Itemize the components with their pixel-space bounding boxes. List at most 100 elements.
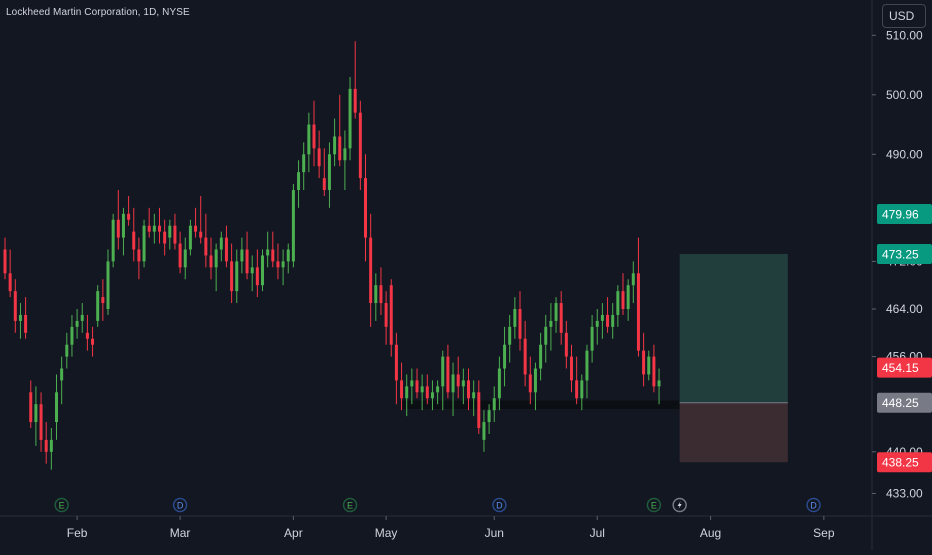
dividend-icon	[492, 497, 507, 513]
candle-body	[147, 225, 151, 232]
candle-body	[18, 314, 22, 321]
candle-body	[116, 219, 120, 238]
candle-body	[580, 380, 584, 399]
candle-body	[178, 243, 182, 268]
candle	[70, 314, 74, 357]
candle	[636, 237, 640, 357]
candle	[142, 219, 146, 268]
price-label-text: 454.15	[882, 361, 919, 375]
candle-body	[642, 350, 646, 375]
candle-body	[322, 178, 326, 190]
candle-body	[219, 237, 223, 250]
candle	[24, 297, 28, 339]
candle	[544, 314, 548, 363]
candle-body	[297, 172, 301, 190]
candle-body	[389, 285, 393, 345]
candle	[286, 243, 290, 274]
candle	[497, 356, 501, 411]
price-label-badge: 479.96	[877, 204, 932, 225]
candle	[297, 160, 301, 208]
candle	[503, 326, 507, 387]
candle	[137, 237, 141, 280]
candle	[436, 380, 440, 405]
candle	[333, 118, 337, 167]
candle	[121, 207, 125, 256]
time-tick-label: May	[375, 526, 398, 540]
candle-body	[575, 380, 579, 399]
candle	[147, 207, 151, 238]
candle-body	[338, 136, 342, 161]
candle-body	[544, 326, 548, 345]
candle-body	[333, 136, 337, 155]
candle	[420, 374, 424, 411]
candle-body	[441, 356, 445, 387]
candle	[343, 130, 347, 190]
candle	[487, 404, 491, 434]
candle	[29, 380, 33, 428]
dividend-icon	[806, 497, 821, 513]
candle-body	[245, 249, 249, 274]
candle-body	[327, 154, 331, 190]
candle-body	[152, 225, 156, 232]
candle	[127, 195, 131, 226]
position-zones	[401, 253, 788, 463]
candle	[261, 249, 264, 292]
candle-body	[101, 297, 105, 304]
candle	[539, 332, 543, 381]
candle-body	[163, 231, 167, 244]
candle-body	[49, 439, 53, 452]
candle-body	[611, 314, 615, 327]
event-marker-dividend: D	[492, 497, 507, 513]
price-label-text: 438.25	[882, 456, 919, 470]
candle-body	[194, 225, 198, 232]
candle-body	[539, 344, 543, 369]
candle	[456, 356, 460, 399]
candle-body	[214, 249, 218, 268]
candle	[631, 261, 635, 304]
candle	[250, 255, 254, 292]
candle-body	[3, 249, 7, 274]
candle	[425, 374, 429, 405]
candle	[549, 303, 553, 351]
time-axis[interactable]: Feb Mar Apr May Jun Jul Aug Sep	[67, 516, 835, 540]
candle	[18, 303, 22, 339]
candle	[44, 422, 48, 464]
price-label-text: 479.96	[882, 208, 919, 222]
price-tick-label: 464.00	[886, 302, 923, 316]
candle	[60, 356, 64, 405]
candle	[446, 344, 450, 399]
candle-body	[121, 213, 125, 238]
candle	[266, 231, 270, 268]
dividend-icon	[172, 497, 188, 513]
candle-body	[451, 374, 455, 393]
candle-body	[55, 392, 58, 423]
candle	[353, 41, 357, 119]
candle	[590, 314, 594, 363]
candle-body	[364, 178, 367, 238]
candle-body	[482, 422, 486, 440]
candle	[291, 184, 295, 268]
candle	[652, 344, 656, 393]
candle	[194, 207, 198, 238]
currency-selector[interactable]: USD	[882, 4, 926, 28]
candle-body	[348, 88, 352, 149]
candle	[96, 285, 100, 327]
candle	[626, 279, 630, 321]
candle	[384, 291, 388, 345]
time-tick-label: Jun	[485, 526, 504, 540]
candle	[240, 237, 244, 274]
candle	[163, 219, 167, 256]
earnings-glyph: E	[59, 501, 65, 511]
candle-body	[230, 261, 234, 292]
candle	[276, 243, 280, 280]
candle-body	[291, 190, 295, 262]
candle	[621, 273, 625, 315]
candle	[188, 219, 192, 256]
candle	[554, 297, 558, 333]
profit-zone	[679, 253, 788, 403]
event-marker-dividend: D	[172, 497, 188, 513]
price-axis[interactable]: 510.00500.00490.00472.00464.00456.00440.…	[872, 28, 923, 500]
